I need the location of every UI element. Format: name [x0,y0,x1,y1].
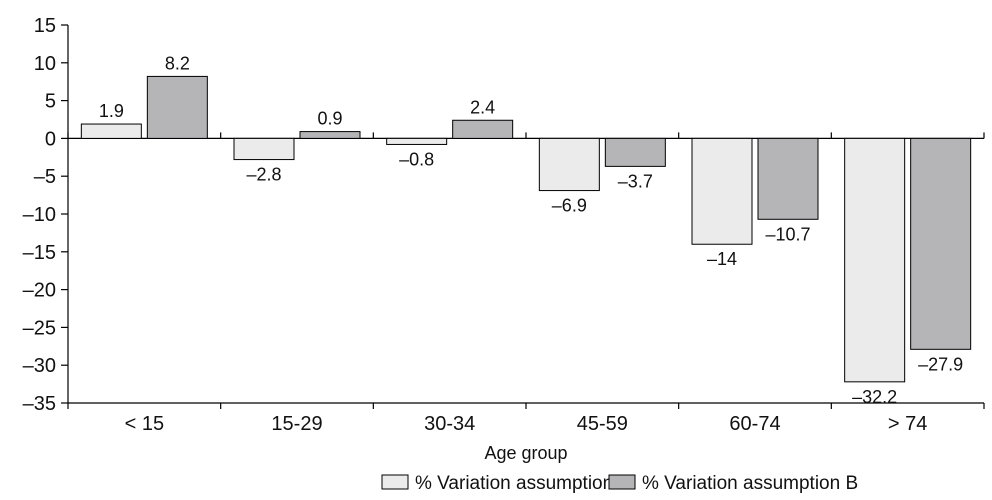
bar-series-a [386,137,448,145]
data-label: –0.8 [399,149,434,169]
bar-series-b [604,137,666,167]
bar-series-b [452,119,514,139]
data-label: –2.8 [246,165,281,185]
legend: % Variation assumption A % Variation assu… [381,473,858,494]
legend-swatch-b [608,474,636,490]
x-tick-label: < 15 [125,413,164,435]
bar-series-b [146,75,208,139]
y-tick-label: 15 [34,15,56,37]
y-tick-label: –10 [23,204,56,226]
bar-series-a [80,123,142,139]
bar-series-b [299,131,361,139]
x-tick-label: 30-34 [424,413,475,435]
data-label: –10.7 [765,224,810,244]
y-axis: 15 10 5 0 –5 –10 –15 –20 –25 –30 –35 [23,15,69,415]
bar-series-a [844,137,906,383]
legend-label-a: % Variation assumption A [415,473,630,494]
y-tick-label: 5 [45,91,56,113]
y-tick-label: –15 [23,242,56,264]
bar-series-b [757,137,819,220]
x-tick-label: 45-59 [577,413,628,435]
x-axis-title: Age group [484,443,567,463]
y-tick-label: –5 [34,166,56,188]
data-label: –14 [707,249,737,269]
data-label: –3.7 [618,171,653,191]
legend-label-b: % Variation assumption B [642,473,858,494]
x-tick-label: 15-29 [271,413,322,435]
data-label: 2.4 [470,97,495,117]
bar-series-a [233,137,295,161]
bar-series-b [910,137,972,350]
y-tick-label: 10 [34,53,56,75]
y-tick-label: 0 [45,128,56,150]
data-label: –27.9 [918,354,963,374]
bars [80,75,972,383]
x-axis: < 15 15-29 30-34 45-59 60-74 > 74 [67,132,985,435]
bar-series-a [538,137,600,192]
data-label: 1.9 [99,101,124,121]
y-tick-label: –35 [23,393,56,415]
x-tick-label: 60-74 [729,413,780,435]
bar-series-a [691,137,753,245]
legend-swatch-a [381,474,409,490]
data-label: 8.2 [165,53,190,73]
data-label: –6.9 [552,196,587,216]
data-labels: 1.9 –2.8 –0.8 –6.9 –14 –32.2 8.2 0.9 2.4 –3.7 –10.… [99,53,963,406]
y-tick-label: –30 [23,355,56,377]
y-tick-label: –25 [23,317,56,339]
y-tick-label: –20 [23,280,56,302]
data-label: 0.9 [317,109,342,129]
x-tick-label: > 74 [888,413,927,435]
data-label: –32.2 [852,387,897,407]
